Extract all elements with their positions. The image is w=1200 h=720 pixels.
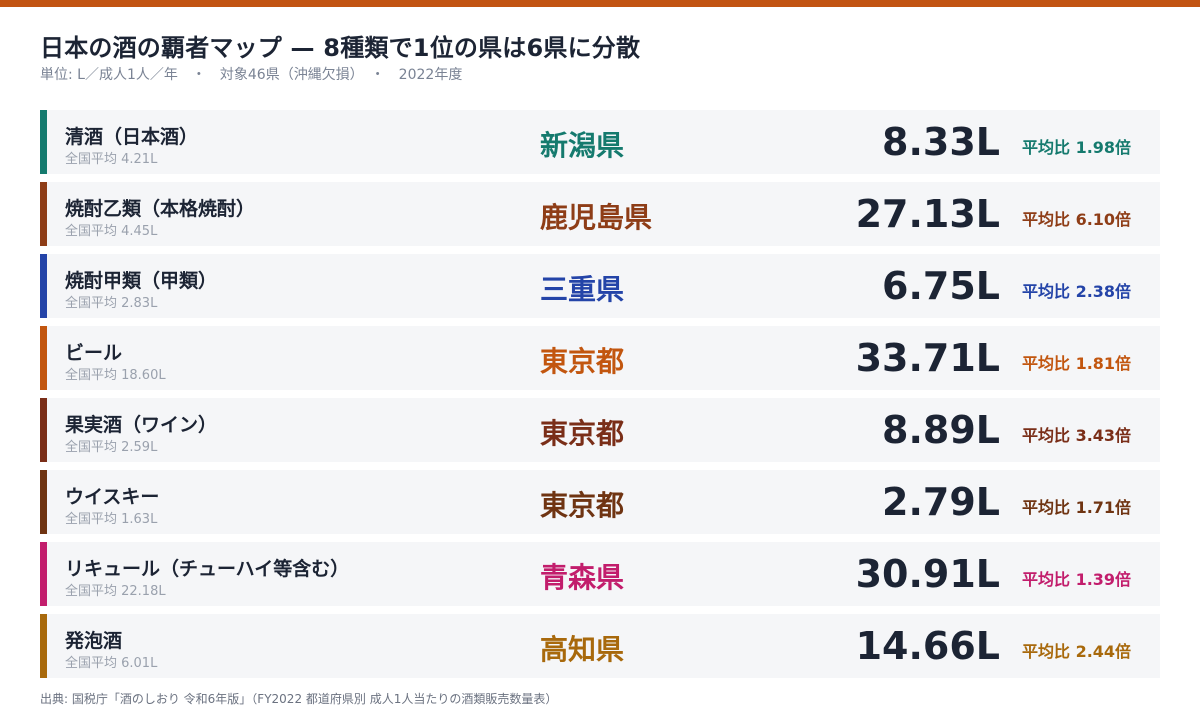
row-accent-bar xyxy=(40,110,47,174)
row-accent-bar xyxy=(40,326,47,390)
national-average-label: 全国平均 22.18L xyxy=(65,584,166,599)
top-prefecture: 東京都 xyxy=(540,489,625,522)
category-label: 清酒（日本酒） xyxy=(65,126,199,148)
national-average-label: 全国平均 2.83L xyxy=(65,296,158,311)
category-row: 焼酎甲類（甲類） 全国平均 2.83L 三重県 6.75L 平均比 2.38倍 xyxy=(40,254,1160,318)
category-row: 清酒（日本酒） 全国平均 4.21L 新潟県 8.33L 平均比 1.98倍 xyxy=(40,110,1160,174)
chart-subtitle: 単位: L／成人1人／年 ・ 対象46県（沖縄欠損） ・ 2022年度 xyxy=(40,67,463,83)
category-label: 果実酒（ワイン） xyxy=(65,414,218,436)
row-accent-bar xyxy=(40,470,47,534)
ratio-to-average: 平均比 1.81倍 xyxy=(1022,354,1132,373)
national-average-label: 全国平均 1.63L xyxy=(65,512,158,527)
top-prefecture: 鹿児島県 xyxy=(540,201,653,234)
per-capita-value: 2.79L xyxy=(882,480,1000,524)
chart-title: 日本の酒の覇者マップ — 8種類で1位の県は6県に分散 xyxy=(40,34,641,62)
row-accent-bar xyxy=(40,182,47,246)
row-accent-bar xyxy=(40,398,47,462)
per-capita-value: 33.71L xyxy=(855,336,1000,380)
category-row: 果実酒（ワイン） 全国平均 2.59L 東京都 8.89L 平均比 3.43倍 xyxy=(40,398,1160,462)
row-accent-bar xyxy=(40,542,47,606)
category-label: ウイスキー xyxy=(65,486,160,508)
row-accent-bar xyxy=(40,614,47,678)
top-prefecture: 青森県 xyxy=(540,561,625,594)
ratio-to-average: 平均比 2.44倍 xyxy=(1022,642,1132,661)
category-row: 発泡酒全国平均 6.01L 高知県 14.66L 平均比 2.44倍 xyxy=(40,614,1160,678)
top-prefecture: 東京都 xyxy=(540,417,625,450)
top-accent-bar xyxy=(0,0,1200,7)
category-label: ビール xyxy=(65,342,123,364)
per-capita-value: 27.13L xyxy=(855,192,1000,236)
per-capita-value: 8.89L xyxy=(882,408,1000,452)
category-label: 焼酎甲類（甲類） xyxy=(65,270,218,292)
category-row: リキュール（チューハイ等含む） 全国平均 22.18L 青森県 30.91L 平均比 1… xyxy=(40,542,1160,606)
ratio-to-average: 平均比 6.10倍 xyxy=(1022,210,1132,229)
category-label: 発泡酒 xyxy=(65,630,123,652)
top-prefecture: 三重県 xyxy=(540,273,625,306)
top-prefecture: 新潟県 xyxy=(540,129,625,162)
source-note: 出典: 国税庁「酒のしおり 令和6年版」（FY2022 都道府県別 成人1人当た… xyxy=(40,692,558,706)
per-capita-value: 6.75L xyxy=(882,264,1000,308)
category-label: リキュール（チューハイ等含む） xyxy=(65,558,350,580)
ratio-to-average: 平均比 1.39倍 xyxy=(1022,570,1132,589)
category-row: ビール全国平均 18.60L 東京都 33.71L 平均比 1.81倍 xyxy=(40,326,1160,390)
per-capita-value: 8.33L xyxy=(882,120,1000,164)
per-capita-value: 14.66L xyxy=(855,624,1000,668)
national-average-label: 全国平均 2.59L xyxy=(65,440,158,455)
ratio-to-average: 平均比 1.98倍 xyxy=(1022,138,1132,157)
ratio-to-average: 平均比 2.38倍 xyxy=(1022,282,1132,301)
top-prefecture: 東京都 xyxy=(540,345,625,378)
category-label: 焼酎乙類（本格焼酎） xyxy=(65,198,256,220)
per-capita-value: 30.91L xyxy=(855,552,1000,596)
national-average-label: 全国平均 6.01L xyxy=(65,656,158,671)
national-average-label: 全国平均 4.45L xyxy=(65,224,158,239)
national-average-label: 全国平均 4.21L xyxy=(65,152,158,167)
category-row: ウイスキー全国平均 1.63L 東京都 2.79L 平均比 1.71倍 xyxy=(40,470,1160,534)
ratio-to-average: 平均比 3.43倍 xyxy=(1022,426,1132,445)
top-prefecture: 高知県 xyxy=(540,633,625,666)
national-average-label: 全国平均 18.60L xyxy=(65,368,166,383)
row-accent-bar xyxy=(40,254,47,318)
ratio-to-average: 平均比 1.71倍 xyxy=(1022,498,1132,517)
category-row: 焼酎乙類（本格焼酎） 全国平均 4.45L 鹿児島県 27.13L 平均比 6.10倍 xyxy=(40,182,1160,246)
